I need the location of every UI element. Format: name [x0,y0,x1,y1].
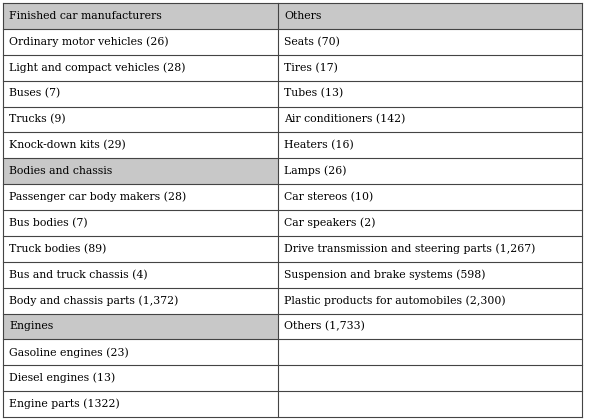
Text: Engines: Engines [9,321,53,331]
Bar [278,339,582,365]
Text: Diesel engines (13): Diesel engines (13) [9,373,115,383]
Text: Bodies and chassis: Bodies and chassis [9,166,112,176]
Bar [278,184,582,210]
Bar [278,365,582,391]
Bar [3,365,278,391]
Bar [3,262,278,288]
Bar [3,313,278,339]
Text: Tires (17): Tires (17) [284,63,338,73]
Text: Tubes (13): Tubes (13) [284,88,343,99]
Text: Others (1,733): Others (1,733) [284,321,365,332]
Bar [3,81,278,107]
Bar [3,158,278,184]
Text: Light and compact vehicles (28): Light and compact vehicles (28) [9,63,185,73]
Text: Lamps (26): Lamps (26) [284,166,346,176]
Text: Drive transmission and steering parts (1,267): Drive transmission and steering parts (1… [284,244,535,254]
Text: Car stereos (10): Car stereos (10) [284,192,373,202]
Bar [3,210,278,236]
Bar [3,288,278,313]
Text: Bus bodies (7): Bus bodies (7) [9,218,88,228]
Bar [278,262,582,288]
Bar [278,210,582,236]
Bar [278,158,582,184]
Text: Bus and truck chassis (4): Bus and truck chassis (4) [9,270,148,280]
Text: Suspension and brake systems (598): Suspension and brake systems (598) [284,269,486,280]
Text: Seats (70): Seats (70) [284,37,340,47]
Bar [278,3,582,29]
Text: Passenger car body makers (28): Passenger car body makers (28) [9,192,186,202]
Bar [278,313,582,339]
Text: Truck bodies (89): Truck bodies (89) [9,244,106,254]
Text: Gasoline engines (23): Gasoline engines (23) [9,347,129,357]
Bar [278,107,582,132]
Text: Air conditioners (142): Air conditioners (142) [284,114,405,125]
Bar [278,236,582,262]
Bar [3,391,278,417]
Bar [278,81,582,107]
Bar [3,3,278,29]
Text: Engine parts (1322): Engine parts (1322) [9,399,120,410]
Bar [3,107,278,132]
Text: Ordinary motor vehicles (26): Ordinary motor vehicles (26) [9,37,169,47]
Text: Finished car manufacturers: Finished car manufacturers [9,11,162,21]
Bar [3,29,278,55]
Bar [278,132,582,158]
Bar [278,29,582,55]
Bar [3,339,278,365]
Text: Knock-down kits (29): Knock-down kits (29) [9,140,126,150]
Text: Car speakers (2): Car speakers (2) [284,218,375,228]
Bar [3,236,278,262]
Text: Heaters (16): Heaters (16) [284,140,354,150]
Text: Trucks (9): Trucks (9) [9,114,65,125]
Bar [3,132,278,158]
Bar [3,184,278,210]
Text: Plastic products for automobiles (2,300): Plastic products for automobiles (2,300) [284,295,506,306]
Bar [278,391,582,417]
Bar [278,55,582,81]
Bar [3,55,278,81]
Text: Body and chassis parts (1,372): Body and chassis parts (1,372) [9,295,178,306]
Text: Buses (7): Buses (7) [9,88,60,99]
Bar [278,288,582,313]
Text: Others: Others [284,11,322,21]
